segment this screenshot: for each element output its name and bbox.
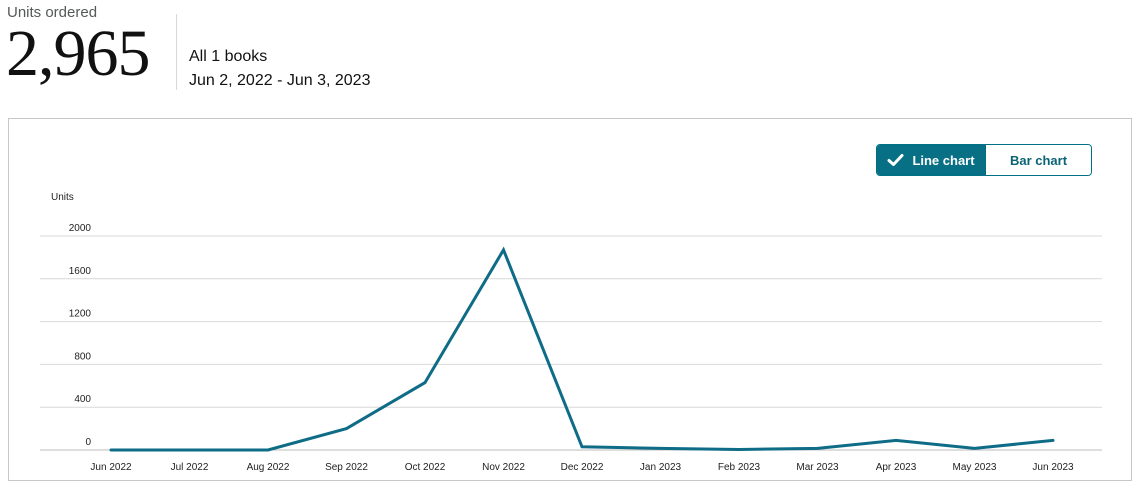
bar-chart-label: Bar chart <box>1009 152 1068 168</box>
units-ordered-label: Units ordered <box>7 4 98 21</box>
bar-chart-button[interactable]: Bar chart <box>985 145 1091 175</box>
y-axis-title: Units <box>51 192 74 203</box>
chart-panel: Line chart Bar chart Units 0 400 800 1200 160… <box>8 118 1132 481</box>
x-tick-label: Jun 2022 <box>90 462 132 473</box>
x-tick-label: Jan 2023 <box>640 462 682 473</box>
units-summary: Units ordered 2,965 All 1 books Jun 2, 2… <box>6 4 426 96</box>
x-tick-label: Nov 2022 <box>482 462 525 473</box>
y-tick-label: 2000 <box>69 223 92 234</box>
x-tick-label: Jun 2023 <box>1032 462 1074 473</box>
chart-type-toggle: Line chart Bar chart <box>876 144 1092 176</box>
x-tick-label: Feb 2023 <box>718 462 761 473</box>
date-range: Jun 2, 2022 - Jun 3, 2023 <box>189 72 371 89</box>
x-tick-label: Mar 2023 <box>796 462 839 473</box>
x-tick-label: Oct 2022 <box>405 462 446 473</box>
x-tick-label: Aug 2022 <box>247 462 290 473</box>
line-chart-label: Line chart <box>912 152 975 168</box>
y-tick-label: 1200 <box>69 309 92 320</box>
books-scope: All 1 books <box>189 48 268 65</box>
line-chart-button[interactable]: Line chart <box>877 145 985 175</box>
x-tick-label: Apr 2023 <box>876 462 917 473</box>
x-tick-label: Sep 2022 <box>325 462 368 473</box>
y-tick-label: 400 <box>74 394 91 405</box>
summary-divider <box>176 14 177 90</box>
x-tick-label: Dec 2022 <box>561 462 604 473</box>
y-tick-label: 0 <box>85 437 91 448</box>
y-tick-label: 1600 <box>69 266 92 277</box>
y-tick-label: 800 <box>74 351 91 362</box>
units-line-chart: Units 0 400 800 1200 1600 2000 Jun 2022 Jul 2022… <box>40 192 1102 473</box>
x-tick-label: May 2023 <box>953 462 997 473</box>
units-ordered-total: 2,965 <box>6 17 150 90</box>
check-icon <box>887 153 904 167</box>
x-tick-label: Jul 2022 <box>171 462 209 473</box>
series-line <box>109 246 1055 452</box>
